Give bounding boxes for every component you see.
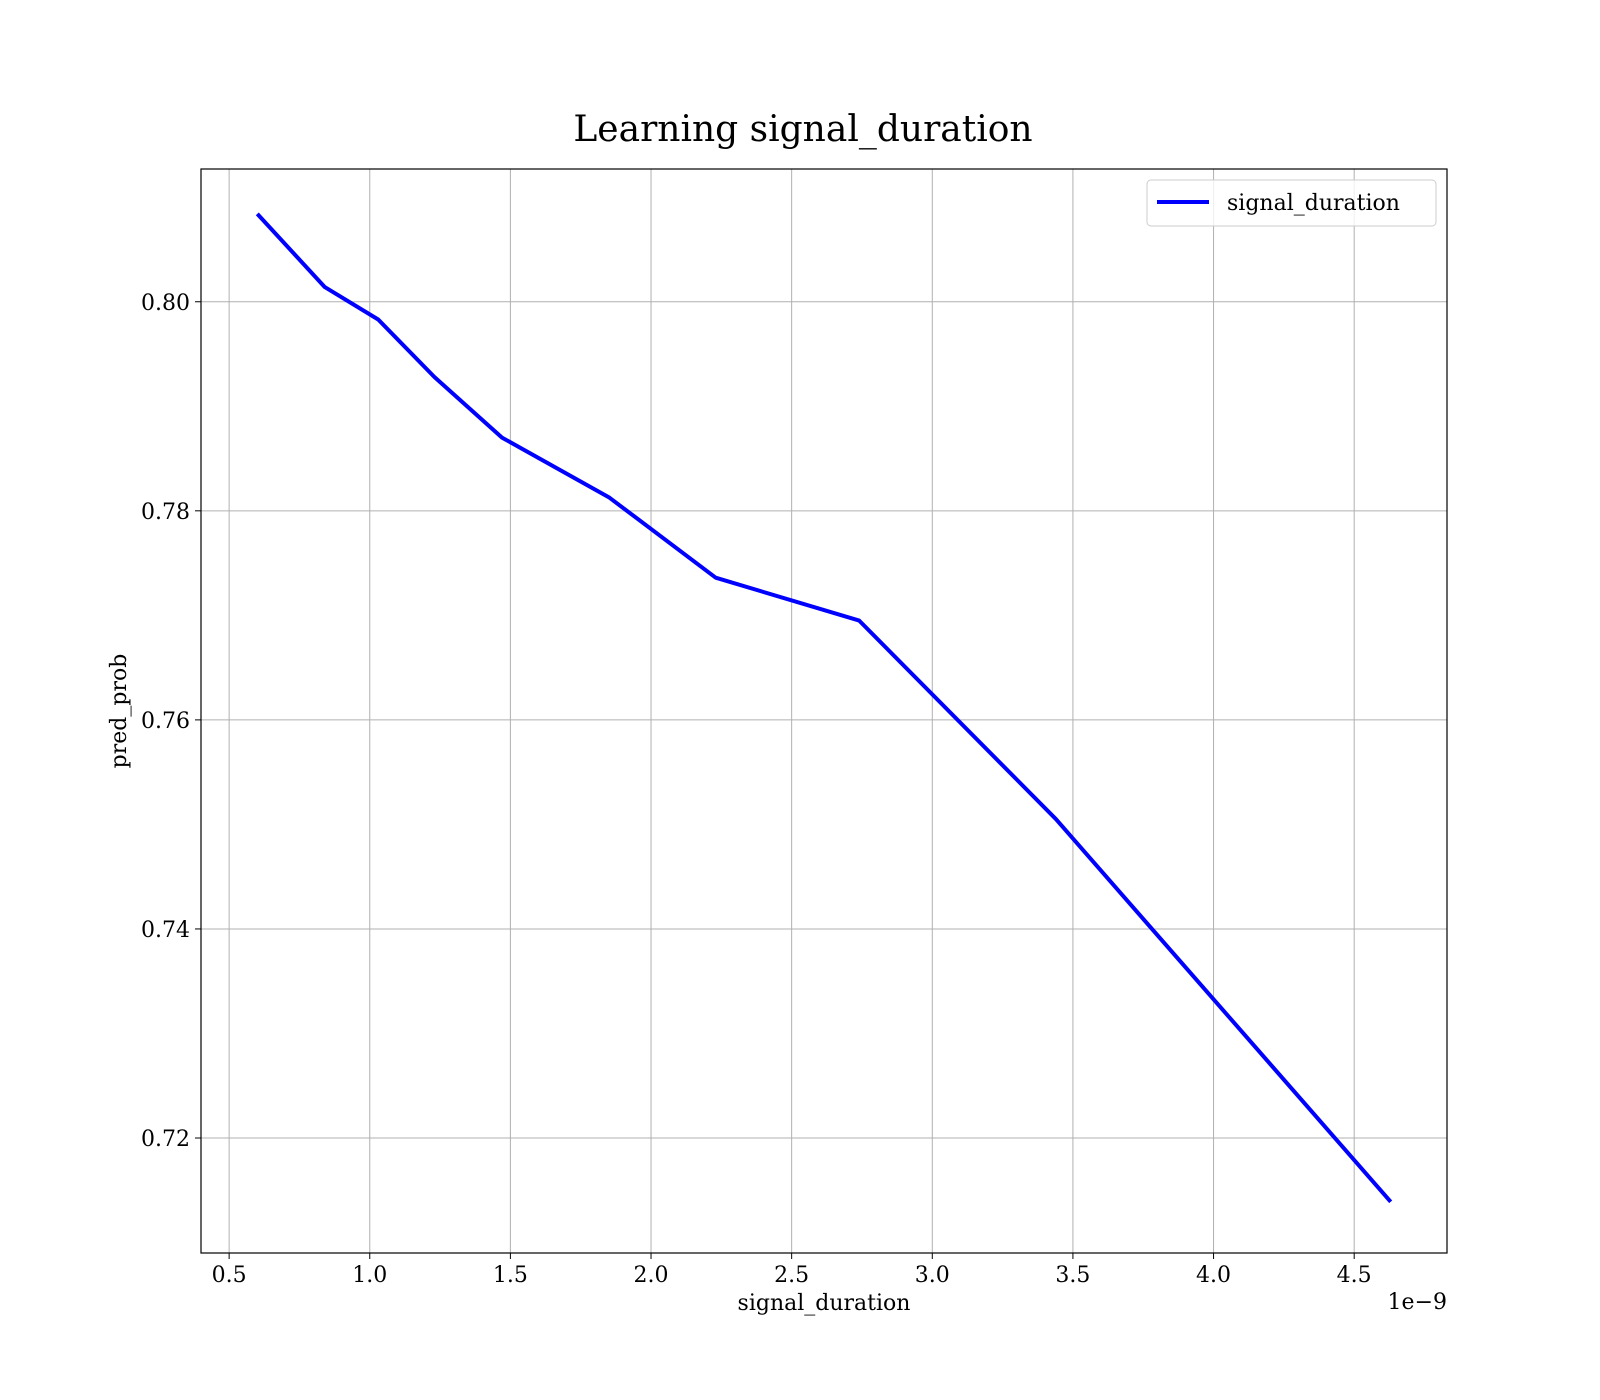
x-axis-label: signal_duration (738, 1291, 911, 1316)
x-tick-label: 1.0 (352, 1263, 387, 1288)
plot-area-frame (200, 168, 1448, 1254)
chart-title: Learning signal_duration (573, 109, 1032, 150)
y-tick-label: 0.78 (141, 500, 190, 525)
y-tick-label: 0.76 (141, 709, 190, 734)
grid-lines (201, 169, 1447, 1253)
legend-box (1146, 179, 1437, 227)
x-tick-label: 2.0 (634, 1263, 669, 1288)
y-axis-label: pred_prob (107, 654, 132, 769)
series-line-signal-duration (255, 212, 1393, 1204)
x-tick-label: 3.5 (1055, 1263, 1090, 1288)
x-tick-label: 3.0 (915, 1263, 950, 1288)
axis-ticks: 0.5 1.0 1.5 2.0 2.5 3.0 3.5 4.0 4.5 0.72 0.74 0.76 0… (141, 291, 1372, 1288)
x-axis-offset-label: 1e−9 (1388, 1290, 1447, 1315)
legend: signal_duration (1146, 179, 1437, 227)
series-lines (255, 212, 1393, 1204)
y-tick-label: 0.74 (141, 918, 190, 943)
x-tick-label: 1.5 (493, 1263, 528, 1288)
legend-label: signal_duration (1227, 191, 1400, 216)
y-tick-label: 0.72 (141, 1127, 190, 1152)
x-tick-label: 4.5 (1337, 1263, 1372, 1288)
x-tick-label: 0.5 (212, 1263, 247, 1288)
x-tick-label: 4.0 (1196, 1263, 1231, 1288)
y-tick-label: 0.80 (141, 291, 190, 316)
x-tick-label: 2.5 (774, 1263, 809, 1288)
